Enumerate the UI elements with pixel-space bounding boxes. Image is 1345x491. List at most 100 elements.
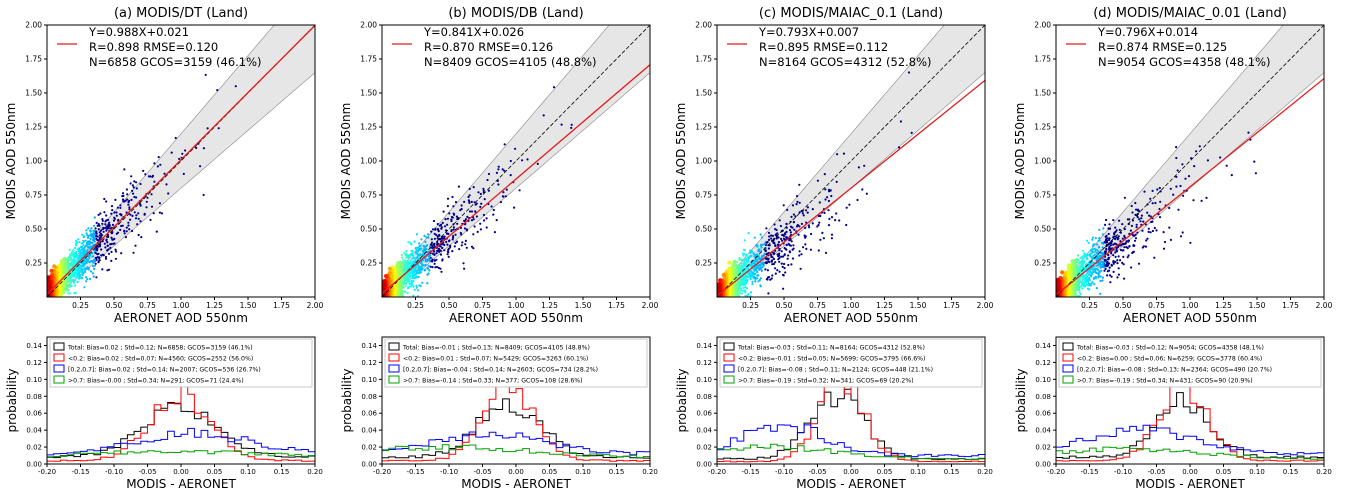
data-point	[899, 120, 903, 123]
data-point	[777, 255, 780, 258]
data-point	[1184, 177, 1187, 180]
data-point	[1100, 269, 1103, 272]
data-point	[727, 266, 732, 271]
data-point	[125, 226, 128, 229]
data-point	[131, 184, 134, 187]
data-point	[781, 233, 784, 237]
data-point	[121, 195, 124, 198]
data-point	[1096, 253, 1099, 256]
data-point	[402, 258, 405, 261]
data-point	[770, 237, 773, 240]
data-point	[412, 254, 415, 257]
legend-text-1: Y=0.841X+0.026	[423, 25, 524, 39]
data-point	[784, 232, 787, 235]
data-point	[747, 256, 750, 259]
data-point	[92, 265, 95, 268]
data-point	[536, 162, 539, 165]
scatter-panel-4: (d) MODIS/MAIAC_0.01 (Land)0.25 0.50 0.75 1…	[1013, 6, 1333, 325]
data-point	[112, 219, 116, 222]
data-point	[1130, 266, 1133, 269]
data-point	[206, 127, 209, 130]
y-tick-label: 1.00	[360, 157, 377, 166]
data-point	[1131, 211, 1134, 214]
data-point	[1101, 276, 1104, 279]
data-point	[1141, 229, 1144, 232]
data-point	[420, 265, 423, 268]
data-point	[449, 244, 452, 247]
data-point	[115, 250, 118, 253]
data-point	[480, 202, 483, 205]
data-point	[113, 211, 116, 214]
data-point	[427, 236, 430, 239]
data-point	[1099, 266, 1102, 269]
data-point	[782, 204, 785, 207]
data-point	[774, 228, 777, 231]
data-point	[470, 210, 474, 213]
data-point	[790, 240, 793, 243]
legend-text-2: R=0.898 RMSE=0.120	[89, 40, 218, 54]
data-point	[423, 234, 426, 237]
data-point	[1125, 245, 1128, 249]
data-point	[806, 206, 810, 209]
data-point	[450, 215, 453, 219]
data-point	[1151, 229, 1154, 233]
data-point	[789, 225, 793, 228]
data-point	[452, 212, 455, 215]
data-point	[412, 260, 415, 263]
data-point	[153, 180, 156, 183]
data-point	[789, 231, 793, 234]
data-point	[742, 286, 745, 289]
data-point	[788, 250, 791, 253]
data-point	[1114, 226, 1117, 229]
data-point	[439, 267, 442, 270]
data-point	[1172, 193, 1175, 196]
data-point	[760, 236, 764, 239]
data-point	[122, 200, 125, 203]
data-point	[749, 277, 752, 280]
data-point	[136, 223, 139, 226]
data-point	[782, 287, 785, 290]
data-point	[126, 198, 129, 201]
data-point	[805, 247, 808, 250]
data-point	[109, 243, 112, 246]
data-point	[1125, 240, 1128, 243]
data-point	[483, 198, 486, 201]
data-point	[766, 269, 770, 272]
data-point	[105, 239, 108, 242]
data-point	[431, 252, 434, 255]
data-point	[414, 250, 417, 253]
data-point	[1133, 239, 1137, 242]
data-point	[1132, 244, 1135, 247]
data-point	[1113, 232, 1116, 235]
data-point	[463, 219, 466, 222]
data-point	[1077, 254, 1080, 257]
data-point	[439, 253, 443, 256]
data-point	[88, 277, 92, 281]
data-point	[174, 136, 177, 140]
data-point	[97, 223, 100, 226]
data-point	[436, 243, 439, 246]
y-tick-label: 0.25	[25, 259, 42, 268]
data-point	[103, 197, 106, 201]
data-point	[753, 260, 756, 263]
data-point	[779, 224, 783, 228]
data-point	[1098, 228, 1101, 231]
data-point	[501, 195, 504, 198]
data-point	[160, 212, 163, 215]
data-point	[1092, 277, 1095, 280]
data-point	[435, 252, 438, 255]
data-point	[467, 195, 470, 199]
data-point	[101, 222, 104, 225]
data-point	[742, 254, 745, 257]
data-point	[129, 213, 132, 216]
data-point	[774, 244, 777, 247]
data-point	[455, 215, 458, 218]
data-point	[765, 253, 768, 256]
data-point	[798, 201, 801, 204]
data-point	[99, 212, 102, 215]
data-point	[1121, 261, 1124, 264]
data-point	[1095, 251, 1099, 255]
data-point	[1143, 190, 1146, 193]
data-point	[93, 224, 96, 227]
data-point	[1115, 249, 1118, 253]
